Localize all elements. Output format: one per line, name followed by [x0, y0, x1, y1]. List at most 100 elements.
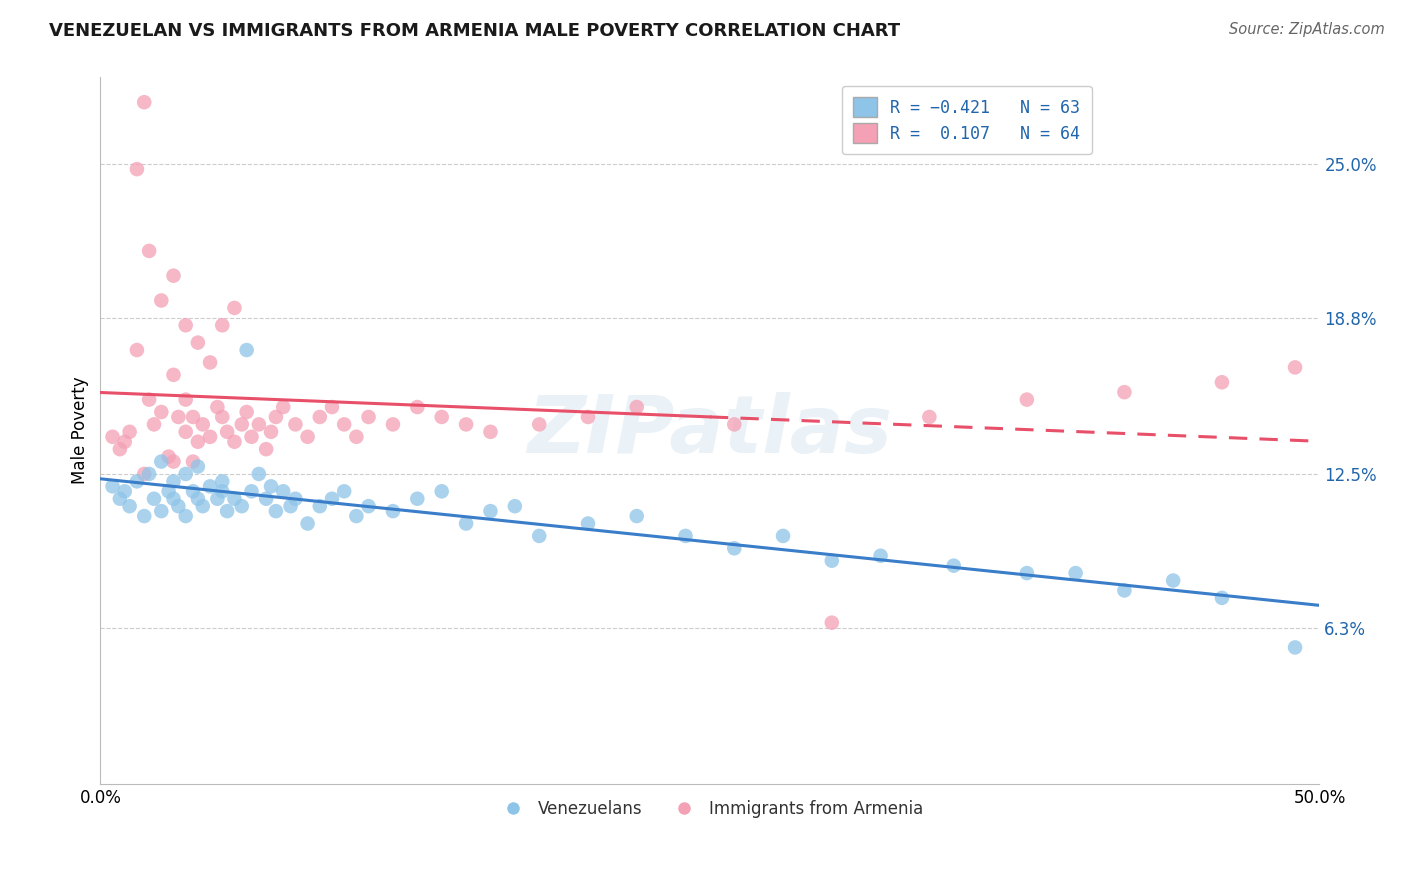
- Point: [264, 504, 287, 518]
- Point: [108, 491, 131, 506]
- Point: [454, 417, 477, 432]
- Point: [344, 509, 367, 524]
- Point: [191, 499, 214, 513]
- Point: [207, 400, 229, 414]
- Point: [114, 434, 136, 449]
- Point: [181, 409, 204, 424]
- Point: [869, 549, 891, 563]
- Point: [529, 417, 551, 432]
- Point: [125, 162, 148, 177]
- Point: [187, 434, 209, 449]
- Point: [198, 430, 221, 444]
- Point: [576, 516, 599, 531]
- Point: [181, 454, 204, 468]
- Point: [224, 434, 246, 449]
- Point: [381, 504, 404, 518]
- Point: [254, 442, 277, 457]
- Point: [134, 509, 156, 524]
- Point: [138, 467, 160, 481]
- Point: [174, 425, 197, 439]
- Point: [454, 516, 477, 531]
- Point: [918, 409, 941, 424]
- Point: [187, 335, 209, 350]
- Point: [344, 430, 367, 444]
- Point: [157, 484, 180, 499]
- Point: [529, 529, 551, 543]
- Point: [211, 409, 233, 424]
- Text: Source: ZipAtlas.com: Source: ZipAtlas.com: [1229, 22, 1385, 37]
- Point: [138, 244, 160, 258]
- Point: [308, 499, 330, 513]
- Point: [626, 509, 648, 524]
- Point: [181, 484, 204, 499]
- Point: [1211, 591, 1233, 605]
- Point: [1064, 566, 1087, 580]
- Point: [217, 504, 239, 518]
- Point: [134, 467, 156, 481]
- Point: [162, 268, 184, 283]
- Point: [406, 491, 429, 506]
- Point: [1211, 376, 1233, 390]
- Point: [626, 400, 648, 414]
- Point: [1161, 574, 1184, 588]
- Point: [357, 409, 380, 424]
- Point: [211, 484, 233, 499]
- Point: [321, 491, 343, 506]
- Point: [260, 425, 283, 439]
- Point: [217, 425, 239, 439]
- Point: [321, 400, 343, 414]
- Point: [143, 417, 166, 432]
- Point: [284, 417, 307, 432]
- Point: [125, 343, 148, 357]
- Point: [479, 504, 502, 518]
- Point: [231, 417, 253, 432]
- Point: [150, 293, 173, 308]
- Point: [125, 475, 148, 489]
- Point: [1114, 385, 1136, 400]
- Point: [381, 417, 404, 432]
- Point: [162, 454, 184, 468]
- Point: [297, 516, 319, 531]
- Point: [118, 499, 141, 513]
- Point: [240, 430, 263, 444]
- Point: [357, 499, 380, 513]
- Point: [150, 405, 173, 419]
- Point: [1284, 640, 1306, 655]
- Point: [231, 499, 253, 513]
- Point: [247, 467, 270, 481]
- Point: [430, 484, 453, 499]
- Point: [157, 450, 180, 464]
- Point: [297, 430, 319, 444]
- Point: [191, 417, 214, 432]
- Point: [174, 318, 197, 333]
- Point: [772, 529, 794, 543]
- Point: [254, 491, 277, 506]
- Point: [211, 318, 233, 333]
- Point: [174, 392, 197, 407]
- Point: [430, 409, 453, 424]
- Point: [174, 509, 197, 524]
- Point: [260, 479, 283, 493]
- Point: [333, 417, 356, 432]
- Point: [271, 484, 294, 499]
- Point: [167, 409, 190, 424]
- Point: [101, 430, 124, 444]
- Point: [138, 392, 160, 407]
- Text: VENEZUELAN VS IMMIGRANTS FROM ARMENIA MALE POVERTY CORRELATION CHART: VENEZUELAN VS IMMIGRANTS FROM ARMENIA MA…: [49, 22, 900, 40]
- Point: [1284, 360, 1306, 375]
- Y-axis label: Male Poverty: Male Poverty: [72, 376, 89, 484]
- Point: [207, 491, 229, 506]
- Point: [162, 491, 184, 506]
- Point: [271, 400, 294, 414]
- Point: [821, 554, 844, 568]
- Point: [264, 409, 287, 424]
- Point: [211, 475, 233, 489]
- Point: [333, 484, 356, 499]
- Point: [503, 499, 526, 513]
- Point: [187, 491, 209, 506]
- Point: [101, 479, 124, 493]
- Text: ZIPatlas: ZIPatlas: [527, 392, 893, 469]
- Point: [1015, 392, 1038, 407]
- Point: [821, 615, 844, 630]
- Point: [114, 484, 136, 499]
